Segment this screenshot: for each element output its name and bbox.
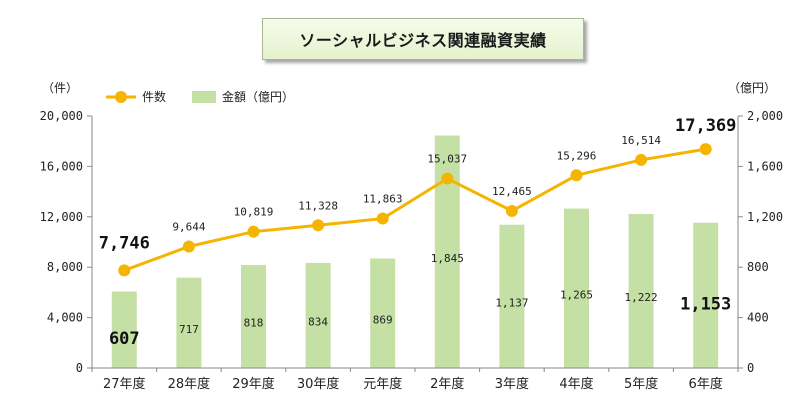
line-point-2 (247, 225, 260, 238)
bar-6 (499, 224, 525, 368)
x-tick-label-0: 27年度 (103, 376, 146, 392)
line-label-4: 11,863 (363, 193, 403, 206)
x-tick-label-6: 3年度 (495, 376, 529, 392)
bar-label-8: 1,222 (625, 291, 658, 304)
bar-label-9: 1,153 (680, 294, 731, 314)
bar-label-4: 869 (373, 313, 393, 326)
bar-3 (305, 262, 331, 368)
bar-label-2: 818 (244, 316, 264, 329)
line-point-0 (118, 264, 131, 277)
line-label-2: 10,819 (234, 206, 274, 219)
bar-7 (564, 208, 589, 368)
bar-label-7: 1,265 (560, 288, 593, 301)
y-right-tick-label-1: 400 (747, 311, 769, 325)
line-point-8 (635, 153, 648, 166)
line-label-1: 9,644 (172, 220, 205, 233)
legend-bar-swatch (192, 91, 216, 103)
line-label-6: 12,465 (492, 185, 532, 198)
y-left-tick-label-5: 20,000 (40, 109, 83, 123)
x-tick-label-8: 5年度 (624, 376, 658, 392)
line-point-5 (441, 172, 454, 185)
chart-title: ソーシャルビジネス関連融資実績 (262, 18, 584, 60)
line-series-kensu (123, 147, 706, 272)
y-left-unit: （件） (42, 81, 78, 95)
line-point-4 (376, 212, 389, 225)
y-right-tick-label-4: 1,600 (747, 159, 783, 173)
bar-label-6: 1,137 (495, 296, 528, 309)
line-point-6 (505, 204, 518, 217)
line-label-7: 15,296 (557, 149, 597, 162)
bar-1 (176, 277, 202, 368)
bar-label-5: 1,845 (431, 252, 464, 265)
y-right-tick-label-3: 1,200 (747, 210, 783, 224)
y-right-unit: （億円） (728, 81, 776, 95)
x-tick-label-5: 2年度 (430, 376, 464, 392)
y-left-tick-label-0: 0 (76, 361, 83, 375)
y-left-tick-label-3: 12,000 (40, 210, 83, 224)
x-tick-label-3: 30年度 (297, 376, 340, 392)
y-right-tick-label-5: 2,000 (747, 109, 783, 123)
x-tick-label-4: 元年度 (363, 376, 402, 392)
bar-4 (370, 258, 396, 368)
line-label-0: 7,746 (99, 233, 150, 253)
line-label-9: 17,369 (675, 116, 736, 136)
bar-9 (693, 222, 719, 368)
line-label-5: 15,037 (427, 153, 467, 166)
y-right-tick-label-0: 0 (747, 361, 754, 375)
y-right-tick-label-2: 800 (747, 260, 769, 274)
y-left-tick-label-4: 16,000 (40, 159, 83, 173)
bar-label-0: 607 (109, 329, 140, 349)
bar-2 (241, 264, 266, 368)
bar-label-1: 717 (179, 323, 199, 336)
y-left-tick-label-1: 4,000 (47, 311, 83, 325)
bar-label-3: 834 (308, 315, 328, 328)
bar-8 (628, 214, 654, 368)
line-point-1 (182, 240, 195, 253)
legend-line-marker (115, 91, 127, 103)
legend-label-1: 金額（億円） (222, 89, 294, 104)
line-label-8: 16,514 (621, 134, 661, 147)
line-point-9 (699, 143, 712, 156)
line-point-3 (312, 219, 325, 232)
x-tick-label-9: 6年度 (689, 376, 723, 392)
x-tick-label-2: 29年度 (232, 376, 275, 392)
line-point-7 (570, 169, 583, 182)
bar-0 (111, 291, 137, 368)
line-label-3: 11,328 (298, 199, 338, 212)
x-tick-label-7: 4年度 (559, 376, 593, 392)
y-left-tick-label-2: 8,000 (47, 260, 83, 274)
legend-label-0: 件数 (142, 89, 166, 104)
x-tick-label-1: 28年度 (168, 376, 211, 392)
